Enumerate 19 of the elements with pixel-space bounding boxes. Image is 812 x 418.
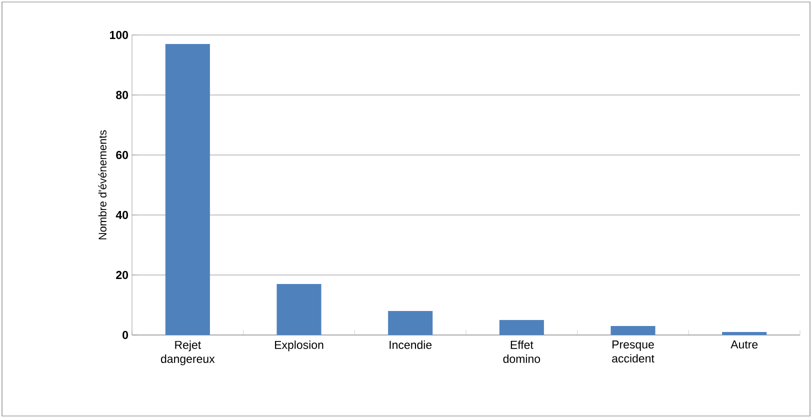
bar	[165, 44, 210, 335]
bar	[610, 326, 656, 335]
y-tick-label: 100	[110, 30, 128, 40]
y-tick-label: 20	[116, 270, 128, 280]
x-tick-label: Presque accident	[612, 340, 654, 363]
y-tick-label: 80	[116, 90, 128, 100]
bar	[276, 284, 322, 335]
y-axis-title: Nombre d'événements	[98, 130, 106, 240]
x-tick-label: Incendie	[390, 340, 432, 349]
bar	[499, 320, 544, 335]
y-tick-label: 40	[116, 210, 128, 220]
x-tick-label: Rejet dangereux	[160, 340, 215, 366]
y-tick-label: 60	[116, 150, 128, 160]
x-tick-label: Autre	[730, 340, 758, 349]
y-tick-label: 0	[122, 330, 128, 340]
bar	[722, 332, 767, 335]
bar	[388, 311, 433, 335]
x-tick-label: Effet domino	[503, 340, 540, 363]
x-tick-label: Explosion	[275, 340, 324, 352]
